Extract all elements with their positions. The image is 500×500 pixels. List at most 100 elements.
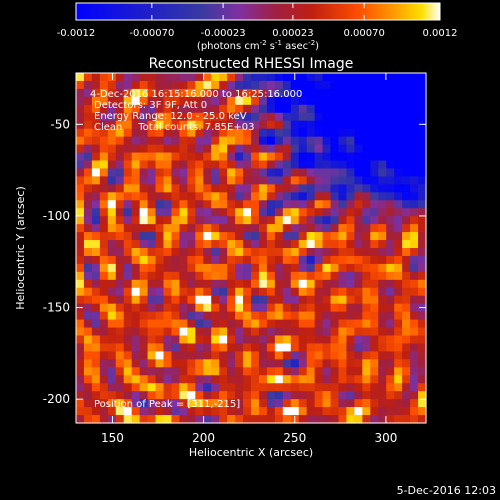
heatmap-cell	[83, 176, 93, 185]
heatmap-cell	[354, 287, 363, 297]
heatmap-cell	[338, 112, 348, 122]
heatmap-cell	[410, 287, 419, 297]
heatmap-cell	[354, 216, 363, 225]
heatmap-cell	[99, 399, 109, 408]
heatmap-cell	[131, 271, 141, 281]
heatmap-cell	[147, 407, 157, 416]
heatmap-cell	[115, 128, 125, 138]
heatmap-cell	[243, 415, 252, 424]
heatmap-cell	[338, 232, 348, 241]
heatmap-cell	[282, 192, 292, 201]
heatmap-cell	[227, 295, 236, 305]
heatmap-cell	[370, 184, 379, 193]
heatmap-cell	[99, 160, 109, 170]
heatmap-cell	[258, 399, 268, 408]
colorbar: -0.0012 -0.00070 -0.00023 0.00023 0.00070 0.0…	[57, 2, 458, 52]
heatmap-cell	[107, 200, 117, 209]
heatmap-cell	[163, 128, 173, 138]
heatmap-cell	[203, 88, 212, 98]
heatmap-cell	[298, 168, 308, 177]
heatmap-cell	[139, 375, 149, 384]
heatmap-cell	[107, 176, 117, 185]
heatmap-cell	[346, 303, 355, 313]
heatmap-cell	[147, 144, 157, 154]
heatmap-cell	[306, 152, 316, 162]
heatmap-cell	[410, 295, 419, 305]
heatmap-cell	[107, 311, 117, 321]
heatmap-cell	[378, 168, 387, 177]
heatmap-cell	[314, 176, 324, 185]
heatmap-cell	[155, 319, 165, 329]
heatmap-cell	[91, 279, 101, 289]
heatmap-cell	[83, 104, 93, 114]
chart-title: Reconstructed RHESSI Image	[149, 56, 354, 72]
heatmap-cell	[346, 112, 355, 122]
heatmap-cell	[139, 224, 149, 233]
heatmap-cell	[155, 279, 165, 289]
heatmap-cell	[346, 88, 355, 98]
annotations: 4-Dec-2016 16:15:16.000 to 16:25:16.000D…	[90, 89, 302, 133]
heatmap-cell	[115, 208, 125, 217]
heatmap-cell	[402, 208, 411, 217]
heatmap-cell	[266, 311, 276, 321]
heatmap-cell	[219, 399, 228, 408]
heatmap-cell	[378, 415, 387, 424]
heatmap-cell	[322, 359, 332, 368]
heatmap-cell	[99, 136, 109, 146]
heatmap-cell	[76, 152, 85, 162]
heatmap-cell	[298, 232, 308, 241]
heatmap-cell	[338, 216, 348, 225]
heatmap-cell	[338, 240, 348, 249]
heatmap-cell	[314, 311, 324, 321]
heatmap-cell	[99, 192, 109, 201]
heatmap-cell	[99, 240, 109, 249]
heatmap-cell	[227, 73, 236, 82]
heatmap-cell	[163, 192, 173, 201]
heatmap-cell	[354, 73, 363, 82]
heatmap-cell	[99, 104, 109, 114]
heatmap-cell	[203, 144, 212, 154]
heatmap-cell	[123, 240, 133, 249]
heatmap-cell	[235, 184, 244, 193]
heatmap-cell	[163, 351, 173, 360]
heatmap-cell	[163, 295, 173, 305]
heatmap-cell	[251, 311, 260, 321]
heatmap-cell	[418, 232, 427, 241]
heatmap-cell	[418, 80, 427, 90]
heatmap-cell	[123, 287, 133, 297]
heatmap-cell	[258, 295, 268, 305]
heatmap-cell	[163, 375, 173, 384]
heatmap-cell	[266, 375, 276, 384]
heatmap-cell	[402, 343, 411, 352]
heatmap-cell	[418, 391, 427, 400]
heatmap-cell	[251, 160, 260, 170]
heatmap-cell	[243, 240, 252, 249]
heatmap-cell	[418, 327, 427, 337]
heatmap-cell	[211, 192, 220, 201]
heatmap-cell	[266, 255, 276, 265]
heatmap-cell	[243, 311, 252, 321]
heatmap-cell	[306, 391, 316, 400]
heatmap-cell	[258, 144, 268, 154]
heatmap-cell	[298, 311, 308, 321]
heatmap-cell	[402, 136, 411, 146]
heatmap-cell	[131, 319, 141, 329]
heatmap-cell	[314, 279, 324, 289]
heatmap-cell	[203, 375, 212, 384]
heatmap-cell	[187, 192, 196, 201]
heatmap-cell	[314, 383, 324, 392]
x-tick-label: 200	[192, 431, 215, 445]
heatmap-cell	[227, 104, 236, 114]
heatmap-cell	[410, 208, 419, 217]
heatmap-cell	[163, 80, 173, 90]
heatmap-cell	[187, 319, 196, 329]
heatmap-cell	[386, 351, 395, 360]
heatmap-cell	[251, 104, 260, 114]
heatmap-cell	[155, 208, 165, 217]
heatmap-cell	[187, 144, 196, 154]
heatmap-cell	[251, 351, 260, 360]
heatmap-cell	[179, 295, 188, 305]
heatmap-cell	[131, 80, 141, 90]
heatmap-cell	[346, 295, 355, 305]
heatmap-cell	[83, 359, 93, 368]
